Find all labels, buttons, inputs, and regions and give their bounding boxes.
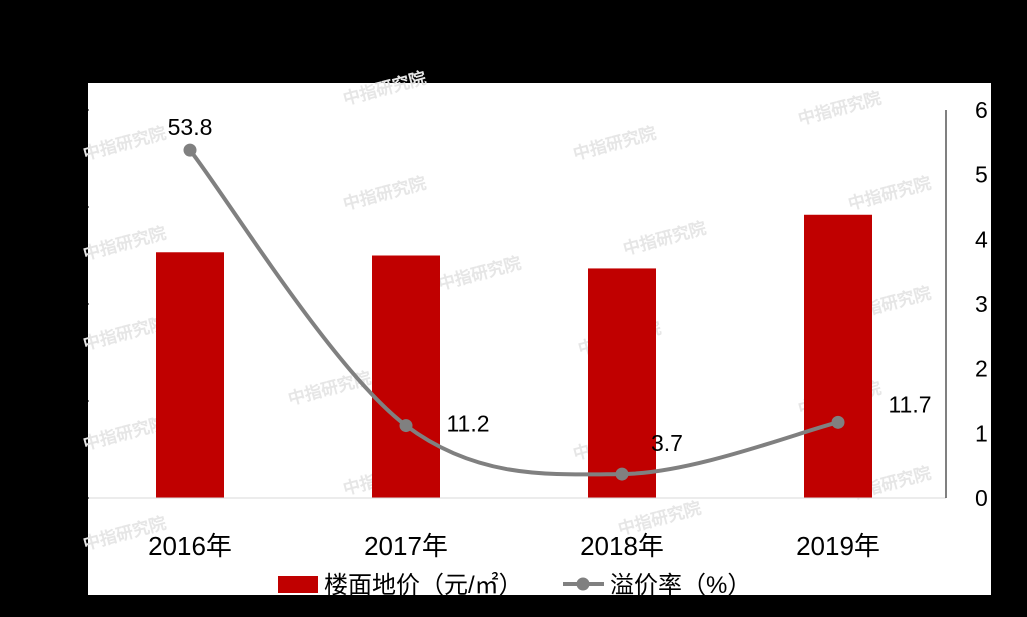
line-point-1 xyxy=(183,143,197,157)
right-axis-tick-label: 2 xyxy=(975,356,988,382)
axes xyxy=(81,109,947,499)
bar-1 xyxy=(156,252,224,498)
data-label-2: 11.2 xyxy=(446,411,489,437)
right-axis-tick-label: 4 xyxy=(975,226,988,252)
bar-3 xyxy=(588,268,656,498)
right-axis-tick-label: 6 xyxy=(975,97,988,123)
data-label-4: 11.7 xyxy=(888,391,931,417)
x-tick-label: 2016年 xyxy=(148,531,232,561)
bar-series xyxy=(156,214,872,498)
line-series xyxy=(183,143,845,481)
line-point-3 xyxy=(615,467,629,481)
right-axis-tick-label: 5 xyxy=(975,162,988,188)
right-axis-tick-label: 1 xyxy=(975,420,988,446)
right-axis-ticks: 0 1 2 3 4 5 6 xyxy=(975,97,988,511)
data-labels: 53.8 11.2 3.7 11.7 xyxy=(168,114,932,456)
x-axis-ticks: 2016年 2017年 2018年 2019年 xyxy=(148,531,880,561)
data-label-1: 53.8 xyxy=(168,114,213,140)
legend: 楼面地价（元/㎡） 溢价率（%） xyxy=(278,572,751,599)
right-axis-tick-label: 0 xyxy=(975,485,988,511)
legend-bar-swatch xyxy=(278,576,318,593)
x-tick-label: 2019年 xyxy=(796,531,880,561)
bar-4 xyxy=(804,214,872,498)
x-tick-label: 2018年 xyxy=(580,531,664,561)
bar-2 xyxy=(372,255,440,498)
legend-line-marker xyxy=(576,577,590,591)
data-label-3: 3.7 xyxy=(651,430,683,456)
legend-bar-label: 楼面地价（元/㎡） xyxy=(324,572,523,599)
x-tick-label: 2017年 xyxy=(364,531,448,561)
premium-rate-line xyxy=(188,148,839,477)
legend-line-label: 溢价率（%） xyxy=(610,572,751,599)
line-point-4 xyxy=(831,415,845,429)
right-axis-tick-label: 3 xyxy=(975,291,988,317)
line-point-2 xyxy=(399,419,413,433)
